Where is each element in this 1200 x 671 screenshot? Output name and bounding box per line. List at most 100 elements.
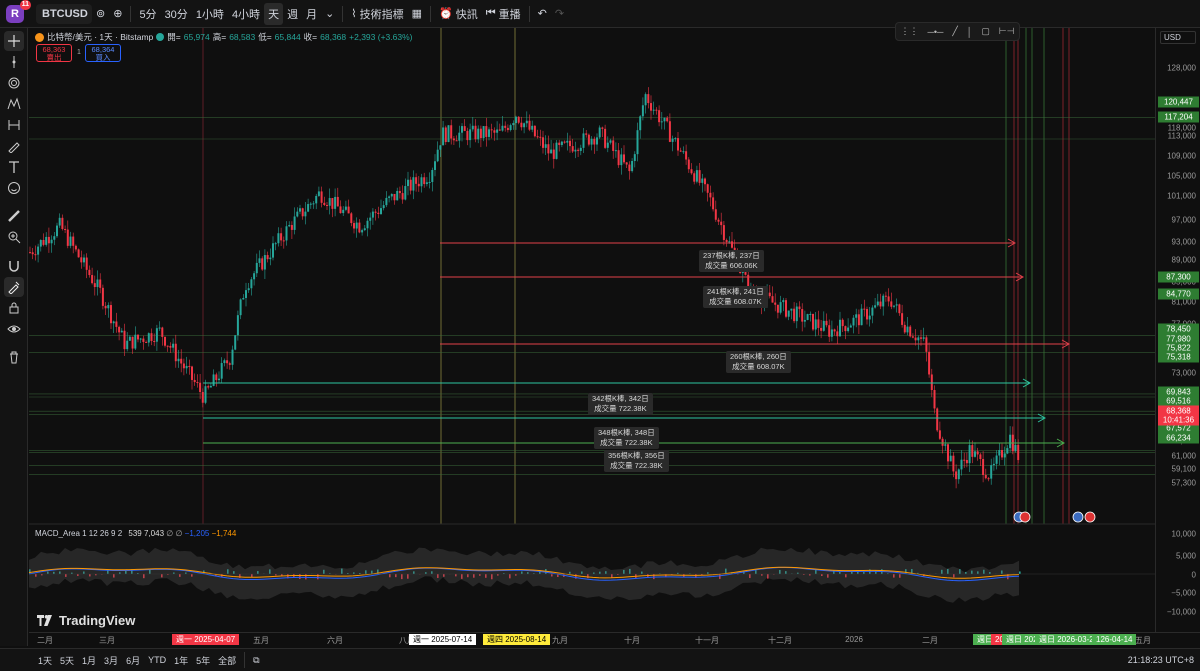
candle-body <box>625 162 628 165</box>
symbol-search[interactable]: BTCUSD <box>36 3 92 24</box>
macd-histogram-bar <box>941 569 943 574</box>
chart-canvas[interactable] <box>29 28 1155 632</box>
date-range-icon[interactable]: ⧉ <box>253 654 260 665</box>
emoji-icon[interactable] <box>4 178 24 198</box>
text-icon[interactable] <box>4 157 24 177</box>
pattern-icon[interactable] <box>4 94 24 114</box>
spread-value: 1 <box>77 49 81 56</box>
macd-histogram-bar <box>215 574 217 577</box>
indicators-button[interactable]: ⌇ 技術指標 <box>347 3 407 25</box>
time-tag: 週日 202 <box>1002 634 1042 645</box>
measure-label: 237根K棒, 237日 成交量 606.06K <box>699 250 764 272</box>
interval-5m[interactable]: 5分 <box>139 8 157 21</box>
price-axis[interactable]: USD 128,000123,000118,000113,000109,0001… <box>1155 28 1200 632</box>
currency-selector[interactable]: USD <box>1160 31 1196 44</box>
range-1d[interactable]: 1天 <box>38 655 53 666</box>
range-5d[interactable]: 5天 <box>60 655 75 666</box>
zoom-icon[interactable] <box>4 227 24 247</box>
user-avatar[interactable]: R 11 <box>6 0 31 23</box>
range-5y[interactable]: 5年 <box>196 655 211 666</box>
macd-histogram-bar <box>185 572 187 574</box>
candle-body <box>123 330 126 350</box>
candle-body <box>120 330 123 333</box>
horizontal-line-icon[interactable]: ─•─ <box>927 26 944 37</box>
rectangle-icon[interactable]: ▢ <box>981 26 990 36</box>
price-axis-label: 89,000 <box>1171 255 1196 265</box>
candle-body <box>331 198 334 209</box>
buy-button[interactable]: 68,364 買入 <box>85 44 121 62</box>
candle-body <box>263 255 266 270</box>
candle-body <box>949 455 952 462</box>
candle-body <box>779 302 782 313</box>
range-1y[interactable]: 1年 <box>174 655 189 666</box>
brush-icon[interactable] <box>4 136 24 156</box>
time-axis[interactable]: 二月 三月 五月 六月 八月 九月 十月 十一月 十二月 2026 二月 五月 週一 2025-04-0… <box>29 632 1200 646</box>
ruler-icon[interactable] <box>4 206 24 226</box>
time-axis-label: 三月 <box>99 636 115 645</box>
candle-body <box>80 257 83 263</box>
candle-body <box>258 258 261 263</box>
magnet-icon[interactable] <box>4 256 24 276</box>
range-all[interactable]: 全部 <box>218 655 237 666</box>
interval-1d[interactable]: 天 <box>264 2 284 25</box>
candle-body <box>701 178 704 183</box>
indicators-label: 技術指標 <box>359 8 404 21</box>
replay-button[interactable]: ⏮ 重播 <box>482 3 525 25</box>
vertical-line-icon[interactable]: │ <box>966 26 973 37</box>
range-1m[interactable]: 1月 <box>82 655 97 666</box>
candle-body <box>336 196 339 207</box>
tradingview-logo[interactable]: TradingView <box>37 613 135 628</box>
range-3m[interactable]: 3月 <box>104 655 119 666</box>
stay-drawing-icon[interactable] <box>4 277 24 297</box>
date-range-icon[interactable]: ⊢⊣ <box>998 26 1015 36</box>
measure-volume: 成交量 722.38K <box>594 404 647 413</box>
candle-body <box>323 202 326 205</box>
macd-histogram-bar <box>989 572 991 574</box>
interval-1w[interactable]: 週 <box>287 8 299 21</box>
eye-icon[interactable] <box>4 319 24 339</box>
candle-body <box>704 178 706 185</box>
trash-icon[interactable] <box>4 347 24 367</box>
interval-4h[interactable]: 4小時 <box>231 8 261 21</box>
price-axis-label: 105,000 <box>1167 171 1196 181</box>
chevron-down-icon[interactable]: ⌄ <box>325 8 335 20</box>
chart-pane[interactable] <box>29 28 1155 632</box>
candle-body <box>326 204 328 206</box>
drag-handle-icon[interactable]: ⋮⋮ <box>900 26 919 36</box>
candle-body <box>857 314 860 326</box>
compare-add-icon[interactable]: ⊕ <box>113 8 123 20</box>
close-label: 收= <box>303 32 318 42</box>
measure-bars: 342根K棒, 342日 <box>592 394 649 403</box>
alert-button[interactable]: ⏰ 快訊 <box>435 3 482 25</box>
range-ytd[interactable]: YTD <box>148 655 167 665</box>
sell-button[interactable]: 68,363 賣出 <box>36 44 72 62</box>
fib-icon[interactable] <box>4 73 24 93</box>
range-6m[interactable]: 6月 <box>126 655 141 666</box>
lock-icon[interactable] <box>4 298 24 318</box>
macd-histogram-bar <box>77 574 79 576</box>
candle-body <box>137 334 139 340</box>
interval-1h[interactable]: 1小時 <box>195 8 224 21</box>
candle-body <box>366 220 369 229</box>
clock[interactable]: 21:18:23 UTC+8 <box>1127 655 1194 665</box>
crosshair-icon[interactable] <box>4 31 24 51</box>
candle-body <box>58 217 61 226</box>
candle-body <box>506 127 509 131</box>
trend-line-icon[interactable] <box>4 52 24 72</box>
candle-body <box>944 444 947 446</box>
candle-body <box>879 301 882 307</box>
candle-body <box>191 366 193 380</box>
macd-v4: −1,744 <box>211 529 237 538</box>
undo-icon[interactable]: ↶ <box>537 8 547 20</box>
projection-icon[interactable] <box>4 115 24 135</box>
macd-histogram-bar <box>371 570 373 574</box>
templates-icon[interactable]: ▦ <box>411 8 423 20</box>
interval-1m[interactable]: 月 <box>306 8 318 21</box>
macd-histogram-bar <box>983 569 985 574</box>
trend-line-icon[interactable]: ╱ <box>952 26 958 36</box>
candle-body <box>155 328 158 342</box>
candle-body <box>841 319 844 327</box>
redo-icon[interactable]: ↷ <box>554 8 565 20</box>
interval-30m[interactable]: 30分 <box>164 8 188 21</box>
favorite-icon[interactable]: ⊚ <box>96 8 106 20</box>
